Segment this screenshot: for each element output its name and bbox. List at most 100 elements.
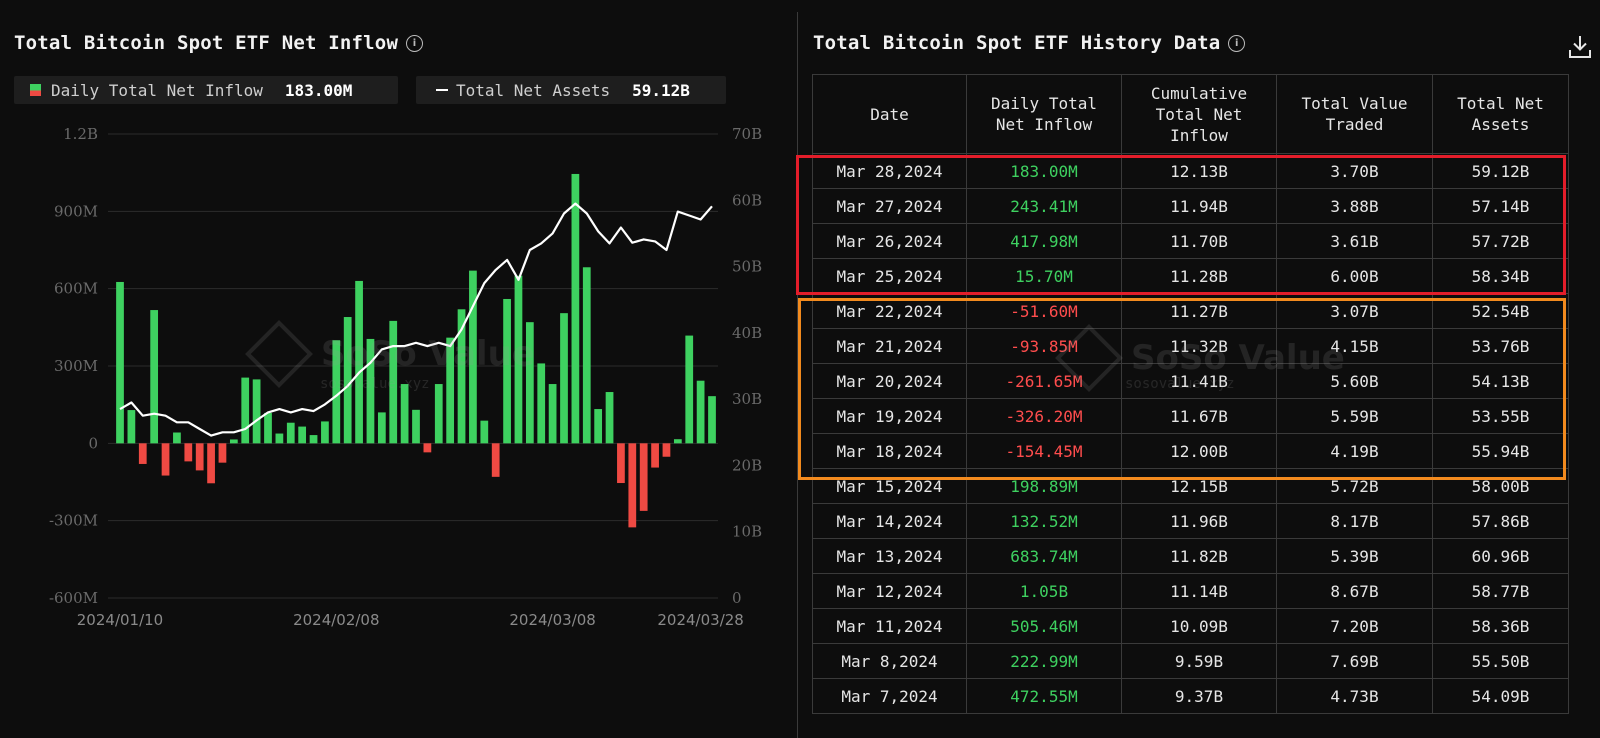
inflow-bar[interactable]: [400, 384, 409, 444]
inflow-bar[interactable]: [537, 363, 546, 444]
table-row: Mar 19,2024 -326.20M 11.67B 5.59B 53.55B: [812, 398, 1569, 434]
table-row: Mar 26,2024 417.98M 11.70B 3.61B 57.72B: [812, 223, 1569, 259]
inflow-bar[interactable]: [651, 443, 659, 468]
chart-title-text: Total Bitcoin Spot ETF Net Inflow: [14, 32, 399, 54]
date-cell: Mar 11,2024: [812, 608, 967, 644]
inflow-bar[interactable]: [184, 443, 193, 462]
info-icon[interactable]: i: [406, 34, 424, 52]
inflow-bar[interactable]: [116, 281, 124, 444]
inflow-bar[interactable]: [309, 435, 318, 444]
inflow-bar[interactable]: [161, 443, 170, 476]
inflow-bar[interactable]: [218, 443, 227, 463]
inflow-bar[interactable]: [275, 433, 284, 444]
inflow-bar[interactable]: [673, 439, 682, 444]
inflow-bar[interactable]: [286, 422, 295, 444]
inflow-bar[interactable]: [241, 377, 250, 444]
assets-cell: 58.77B: [1432, 573, 1569, 609]
inflow-bar[interactable]: [560, 313, 568, 444]
inflow-bar[interactable]: [138, 443, 147, 464]
inflow-bar[interactable]: [708, 396, 716, 444]
info-icon[interactable]: i: [1228, 34, 1246, 52]
cumulative-cell: 9.37B: [1121, 678, 1277, 714]
inflow-bar[interactable]: [662, 443, 671, 457]
inflow-bar[interactable]: [332, 340, 341, 444]
traded-cell: 8.17B: [1276, 503, 1433, 539]
inflow-bar[interactable]: [685, 335, 694, 444]
inflow-bar[interactable]: [491, 443, 500, 477]
legend-net-assets[interactable]: Total Net Assets 59.12B: [416, 76, 726, 104]
assets-cell: 57.86B: [1432, 503, 1569, 539]
cumulative-cell: 12.00B: [1121, 433, 1277, 469]
y-right-tick-label: 20B: [732, 456, 762, 474]
inflow-bar[interactable]: [412, 409, 420, 444]
inflow-bar[interactable]: [127, 410, 136, 444]
inflow-bar[interactable]: [503, 298, 511, 444]
y-left-tick-label: 300M: [54, 357, 98, 375]
watermark-logo: SoSo Value: [245, 320, 535, 388]
history-title-text: Total Bitcoin Spot ETF History Data: [813, 32, 1221, 54]
inflow-bar[interactable]: [229, 439, 238, 444]
history-panel: Total Bitcoin Spot ETF History Data i: [800, 0, 1600, 738]
date-cell: Mar 8,2024: [812, 643, 967, 679]
traded-cell: 8.67B: [1276, 573, 1433, 609]
inflow-bar[interactable]: [389, 320, 398, 444]
legend-daily-inflow[interactable]: Daily Total Net Inflow 183.00M: [14, 76, 398, 104]
inflow-bar[interactable]: [469, 270, 477, 444]
column-header: Cumulative Total Net Inflow: [1121, 74, 1277, 154]
inflow-bar[interactable]: [457, 309, 466, 444]
inflow-bar[interactable]: [264, 412, 272, 444]
inflow-chart[interactable]: -600M -300M 0 300M 600M 900M 1.2B 0 10B 20B 30B 40…: [0, 120, 795, 640]
inflow-bar[interactable]: [480, 420, 489, 444]
assets-cell: 53.76B: [1432, 328, 1569, 364]
inflow-bar[interactable]: [548, 384, 557, 444]
assets-cell: 55.50B: [1432, 643, 1569, 679]
cumulative-cell: 10.09B: [1121, 608, 1277, 644]
date-cell: Mar 13,2024: [812, 538, 967, 574]
watermark-brand: SoSo Value: [321, 334, 535, 374]
y-right-tick-label: 60B: [732, 191, 762, 209]
inflow-bar[interactable]: [525, 322, 534, 444]
traded-cell: 7.69B: [1276, 643, 1433, 679]
sosovalue-logo-icon: [1055, 324, 1123, 392]
date-cell: Mar 27,2024: [812, 188, 967, 224]
inflow-bar[interactable]: [173, 432, 181, 444]
x-tick-label: 2024/01/10: [77, 611, 163, 629]
panel-divider: [797, 12, 798, 738]
inflow-bar[interactable]: [252, 379, 261, 444]
inflow-bar[interactable]: [366, 338, 375, 444]
cumulative-cell: 11.41B: [1121, 363, 1277, 399]
inflow-bar[interactable]: [594, 409, 603, 444]
inflow-bar[interactable]: [434, 384, 443, 444]
inflow-bar[interactable]: [207, 443, 215, 484]
inflow-bar[interactable]: [446, 337, 455, 444]
inflow-bar[interactable]: [628, 443, 637, 528]
traded-cell: 5.39B: [1276, 538, 1433, 574]
date-cell: Mar 14,2024: [812, 503, 967, 539]
inflow-bar[interactable]: [298, 426, 307, 444]
inflow-bar[interactable]: [696, 380, 705, 444]
watermark-url: sosovalue.xyz: [320, 376, 430, 392]
date-cell: Mar 7,2024: [812, 678, 967, 714]
inflow-bar[interactable]: [355, 280, 363, 444]
column-header: Total Value Traded: [1276, 74, 1433, 154]
inflow-bar[interactable]: [377, 412, 386, 444]
watermark-url: sosovalue.xyz: [1125, 376, 1235, 392]
inflow-bar[interactable]: [343, 317, 352, 444]
inflow-bar[interactable]: [514, 275, 523, 444]
inflow-bar[interactable]: [617, 443, 625, 484]
traded-cell: 7.20B: [1276, 608, 1433, 644]
inflow-bar[interactable]: [605, 392, 614, 444]
history-title: Total Bitcoin Spot ETF History Data i: [813, 32, 1246, 54]
inflow-bar[interactable]: [150, 310, 159, 444]
inflow-bar[interactable]: [582, 267, 591, 444]
inflow-bar[interactable]: [571, 173, 580, 444]
inflow-bar[interactable]: [321, 421, 329, 444]
x-tick-label: 2024/02/08: [293, 611, 379, 629]
download-icon[interactable]: [1568, 34, 1592, 60]
assets-cell: 53.55B: [1432, 398, 1569, 434]
inflow-bar[interactable]: [639, 443, 648, 511]
inflow-bar[interactable]: [423, 443, 432, 453]
inflow-bar[interactable]: [195, 443, 204, 471]
traded-cell: 5.72B: [1276, 468, 1433, 504]
table-row: Mar 11,2024 505.46M 10.09B 7.20B 58.36B: [812, 608, 1569, 644]
